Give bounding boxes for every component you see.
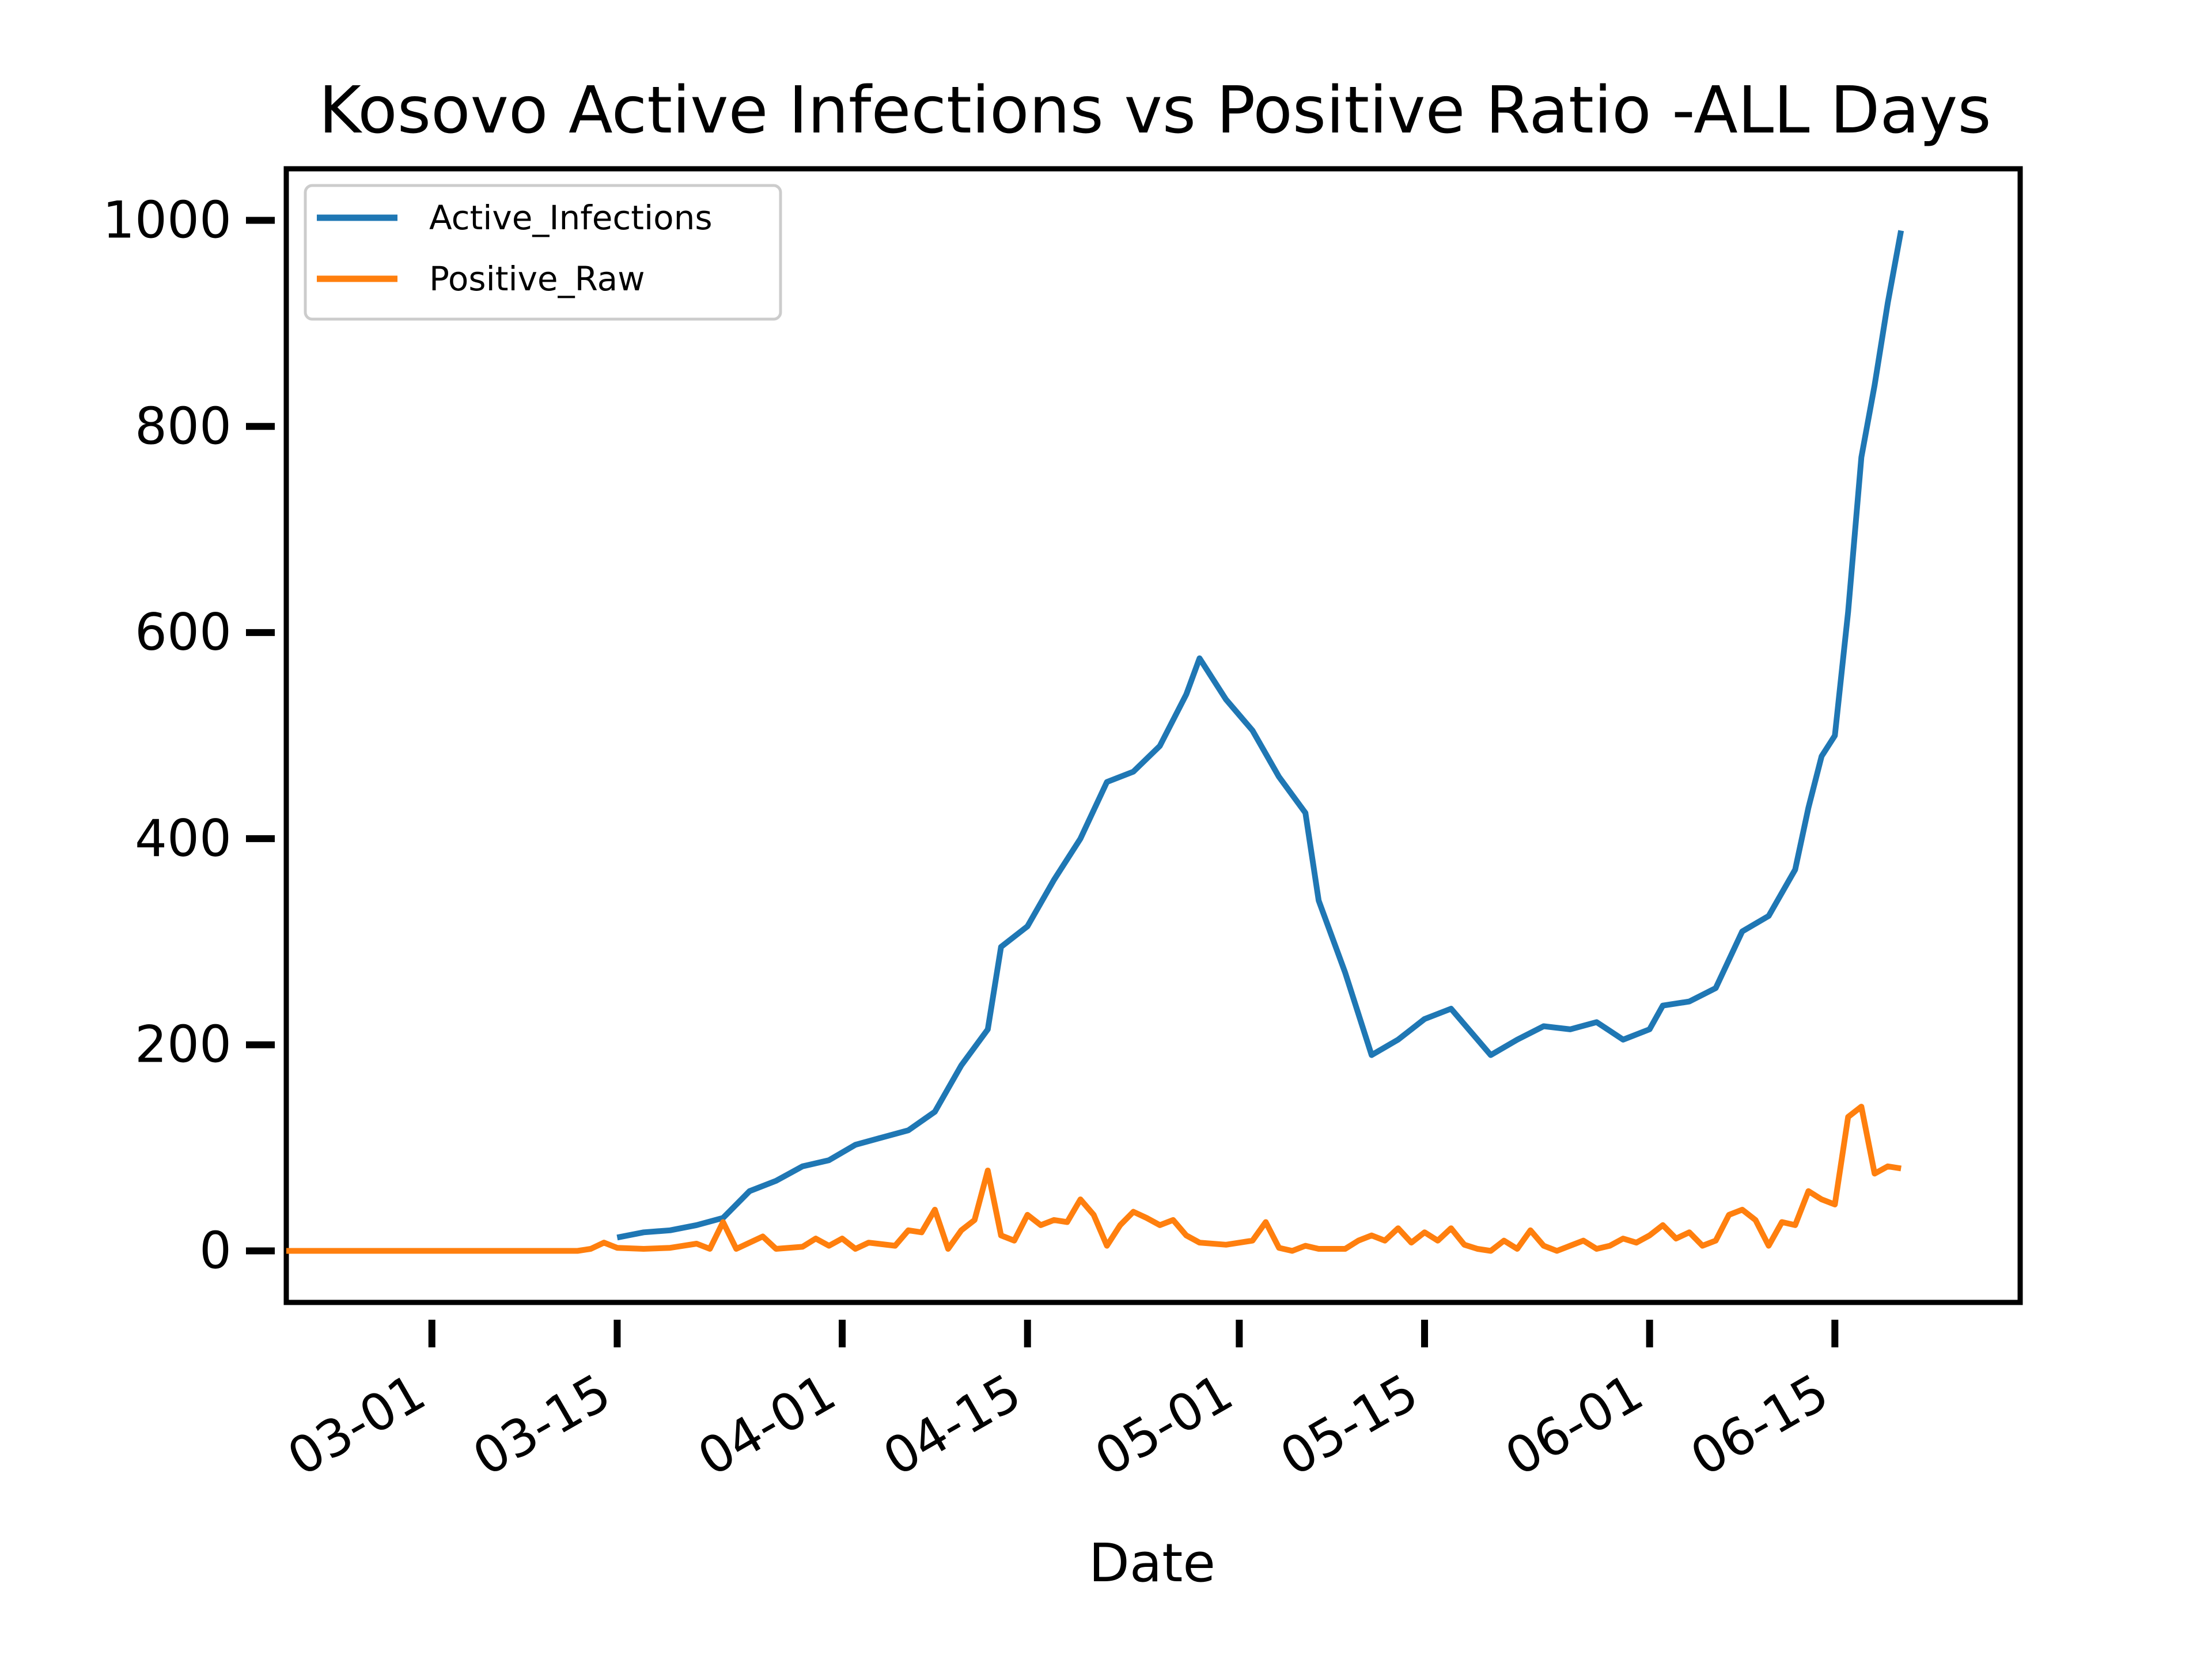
legend-label-positive-raw: Positive_Raw — [429, 259, 645, 298]
legend-box — [304, 184, 782, 321]
x-tick-label: 03-15 — [463, 1362, 620, 1487]
plot-area-frame — [283, 166, 2023, 1305]
x-tick-label: 04-15 — [873, 1362, 1031, 1487]
series-line-active-infections — [616, 230, 1904, 1241]
y-tick-label: 200 — [135, 1015, 232, 1074]
x-axis-label: Date — [1089, 1532, 1215, 1594]
chart-title: Kosovo Active Infections vs Positive Rat… — [319, 73, 1991, 148]
series-line-positive-raw — [286, 1104, 1902, 1254]
x-tick-label: 06-01 — [1495, 1362, 1653, 1487]
y-tick-label: 800 — [135, 396, 232, 456]
x-tick-label: 06-15 — [1681, 1362, 1838, 1487]
x-tick-label: 04-01 — [688, 1362, 846, 1487]
legend-label-active-infections: Active_Infections — [429, 198, 713, 237]
legend: Active_Infections Positive_Raw — [304, 184, 782, 321]
y-axis: 0 200 400 600 800 1000 — [103, 190, 275, 1281]
x-tick-label: 05-15 — [1271, 1362, 1428, 1487]
y-tick-label: 400 — [135, 809, 232, 868]
series-layer — [286, 230, 1904, 1254]
x-tick-label: 05-01 — [1085, 1362, 1243, 1487]
y-tick-label: 600 — [135, 603, 232, 662]
y-tick-label: 1000 — [103, 190, 232, 249]
x-tick-label: 03-01 — [278, 1362, 435, 1487]
x-axis: 03-01 03-15 04-01 04-15 05-01 05-15 06-01 06-15 — [278, 1320, 1839, 1487]
y-tick-label: 0 — [199, 1221, 232, 1281]
